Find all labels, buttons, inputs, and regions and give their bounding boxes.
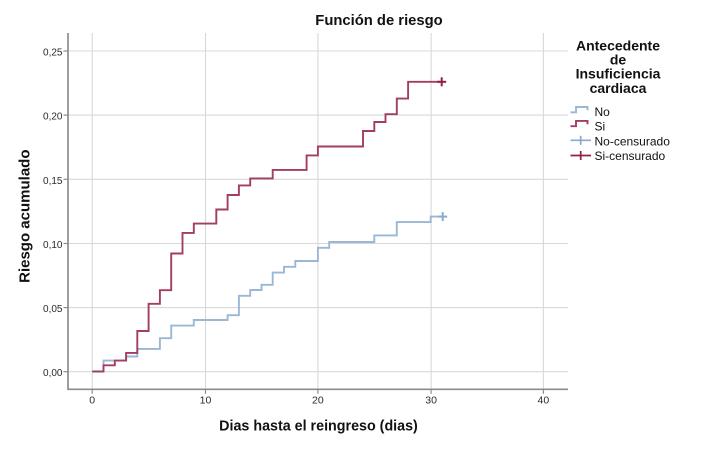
svg-text:Insuficiencia: Insuficiencia xyxy=(576,66,661,82)
svg-text:Si-censurado: Si-censurado xyxy=(595,149,666,163)
svg-text:Antecedente: Antecedente xyxy=(576,38,660,54)
svg-text:Riesgo acumulado: Riesgo acumulado xyxy=(16,150,33,283)
svg-text:0,25: 0,25 xyxy=(43,48,63,59)
svg-text:No: No xyxy=(595,105,611,119)
svg-text:Dias hasta el reingreso (dias): Dias hasta el reingreso (dias) xyxy=(219,419,418,435)
svg-text:cardiaca: cardiaca xyxy=(590,80,647,96)
svg-text:10: 10 xyxy=(200,395,212,407)
svg-text:0,05: 0,05 xyxy=(43,304,63,315)
svg-text:0,10: 0,10 xyxy=(43,240,63,251)
svg-text:20: 20 xyxy=(312,395,324,407)
svg-text:de: de xyxy=(610,52,627,68)
svg-text:0,15: 0,15 xyxy=(43,176,63,187)
svg-text:0,20: 0,20 xyxy=(43,112,63,123)
svg-text:No-censurado: No-censurado xyxy=(595,135,671,149)
svg-text:Si: Si xyxy=(595,120,606,134)
svg-text:30: 30 xyxy=(425,395,437,407)
svg-text:40: 40 xyxy=(538,395,550,407)
svg-text:Función de riesgo: Función de riesgo xyxy=(315,13,442,29)
svg-text:0: 0 xyxy=(89,395,95,407)
svg-text:0,00: 0,00 xyxy=(43,368,63,379)
